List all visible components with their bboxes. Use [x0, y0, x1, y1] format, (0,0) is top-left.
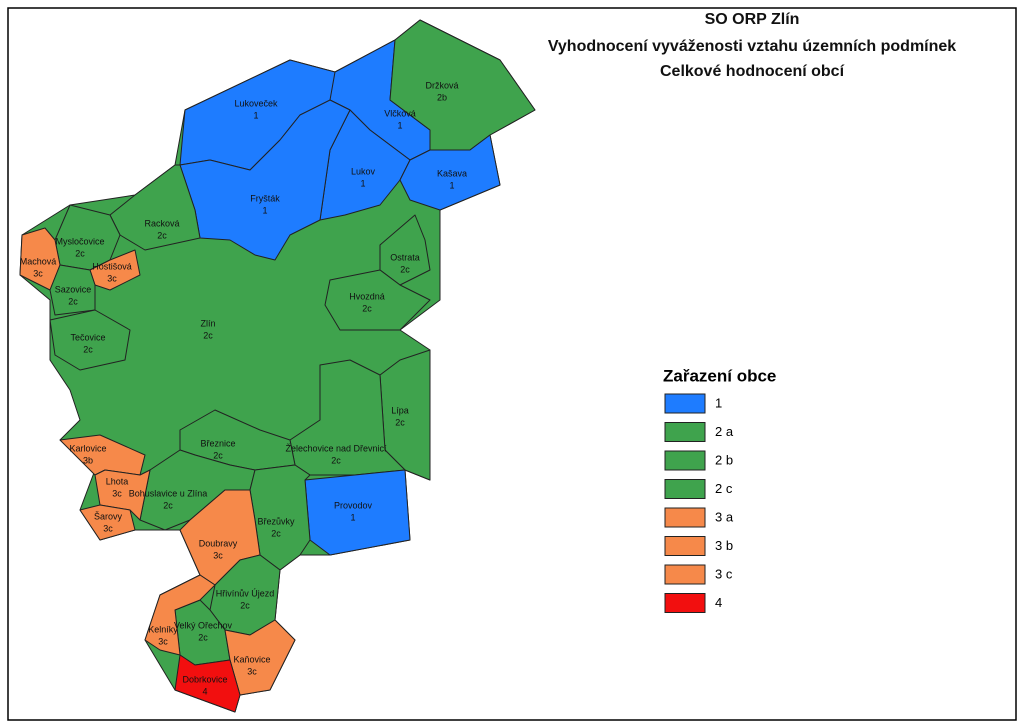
- region-name: Fryšták: [250, 193, 280, 203]
- regions: [19, 19, 536, 713]
- region-name: Hostišová: [92, 261, 132, 271]
- title-line: Vyhodnocení vyváženosti vztahu územních …: [548, 38, 956, 55]
- legend-label: 2 c: [715, 481, 733, 496]
- region-class: 2c: [400, 264, 410, 274]
- region-class: 3b: [83, 455, 93, 465]
- region-class: 2c: [198, 632, 208, 642]
- region-class: 2c: [362, 303, 372, 313]
- region-class: 2c: [203, 330, 213, 340]
- region-class: 3c: [247, 666, 257, 676]
- region-name: Sazovice: [55, 284, 92, 294]
- region-class: 2c: [271, 528, 281, 538]
- region-class: 2c: [240, 600, 250, 610]
- region-name: Racková: [144, 218, 179, 228]
- region-name: Doubravy: [199, 538, 238, 548]
- region-class: 2c: [83, 344, 93, 354]
- region-class: 3c: [158, 636, 168, 646]
- region-area: [399, 134, 501, 211]
- region-area: [79, 504, 136, 541]
- region-class: 3c: [213, 550, 223, 560]
- region-class: 3c: [107, 273, 117, 283]
- region-area: [324, 269, 431, 331]
- region-name: Kašava: [437, 168, 467, 178]
- title-line: SO ORP Zlín: [705, 11, 800, 28]
- region-name: Šarovy: [94, 511, 123, 521]
- region-name: Kaňovice: [233, 654, 270, 664]
- region-name: Mysločovice: [55, 236, 104, 246]
- region-class: 1: [262, 205, 267, 215]
- legend-swatch: [664, 393, 706, 414]
- region-name: Lípa: [391, 405, 409, 415]
- region-name: Velký Ořechov: [174, 620, 233, 630]
- legend-swatch: [664, 479, 706, 499]
- region-class: 3c: [103, 523, 113, 533]
- title-line: Celkové hodnocení obcí: [660, 63, 845, 80]
- region-class: 2c: [75, 248, 85, 258]
- region-class: 2c: [331, 455, 341, 465]
- region-class: 2c: [395, 417, 405, 427]
- region-name: Kelníky: [148, 624, 178, 634]
- legend-label: 3 c: [715, 566, 733, 581]
- region-area: [49, 264, 96, 316]
- region-class: 1: [350, 512, 355, 522]
- legend-label: 3 b: [715, 538, 733, 553]
- region-name: Hvozdná: [349, 291, 385, 301]
- region-area: [144, 574, 216, 656]
- region-labels: Zlín 2c Lukoveček 1 Vlčková 1 Držková 2b Lukov 1 K…: [20, 80, 467, 696]
- region-name: Tečovice: [70, 332, 105, 342]
- region-name: Ostrata: [390, 252, 420, 262]
- region-name: Březůvky: [257, 516, 295, 526]
- region-class: 3c: [112, 488, 122, 498]
- region-name: Březnice: [200, 438, 235, 448]
- legend-label: 4: [715, 595, 722, 610]
- legend-title: Zařazení obce: [663, 366, 776, 385]
- legend-label: 3 a: [715, 509, 734, 524]
- legend-swatch: [664, 593, 706, 613]
- region-area: [49, 309, 131, 371]
- region-class: 1: [360, 178, 365, 188]
- region-name: Lhota: [106, 476, 129, 486]
- legend-label: 1: [715, 395, 722, 410]
- region-name: Lukov: [351, 166, 376, 176]
- region-class: 2c: [157, 230, 167, 240]
- legend-swatch: [664, 507, 706, 528]
- region-name: Machová: [20, 256, 57, 266]
- region-class: 1: [449, 180, 454, 190]
- region-class: 2b: [437, 92, 447, 102]
- region-area: [304, 469, 411, 556]
- region-name: Želechovice nad Dřevnicí: [285, 443, 387, 453]
- region-class: 2c: [163, 500, 173, 510]
- region-class: 1: [253, 110, 258, 120]
- legend-swatch: [664, 422, 706, 442]
- region-class: 2c: [68, 296, 78, 306]
- legend-label: 2 a: [715, 424, 734, 439]
- region-name: Dobrkovice: [182, 674, 227, 684]
- region-area: [179, 99, 351, 261]
- legend-swatch: [664, 536, 706, 556]
- legend: 1 2 a 2 b 2 c 3 a 3 b 3 c 4: [664, 393, 734, 613]
- region-name: Lukoveček: [234, 98, 278, 108]
- region-class: 3c: [33, 268, 43, 278]
- region-name: Zlín: [200, 318, 215, 328]
- legend-label: 2 b: [715, 452, 733, 467]
- region-class: 1: [397, 120, 402, 130]
- legend-swatch: [664, 450, 706, 471]
- region-class: 2c: [213, 450, 223, 460]
- region-name: Hřivínův Újezd: [216, 588, 275, 598]
- region-name: Držková: [425, 80, 458, 90]
- region-name: Provodov: [334, 500, 373, 510]
- region-name: Vlčková: [384, 108, 416, 118]
- region-name: Karlovice: [69, 443, 106, 453]
- region-class: 4: [202, 686, 207, 696]
- region-area: [174, 654, 241, 713]
- legend-swatch: [664, 564, 706, 585]
- region-name: Bohuslavice u Zlína: [129, 488, 208, 498]
